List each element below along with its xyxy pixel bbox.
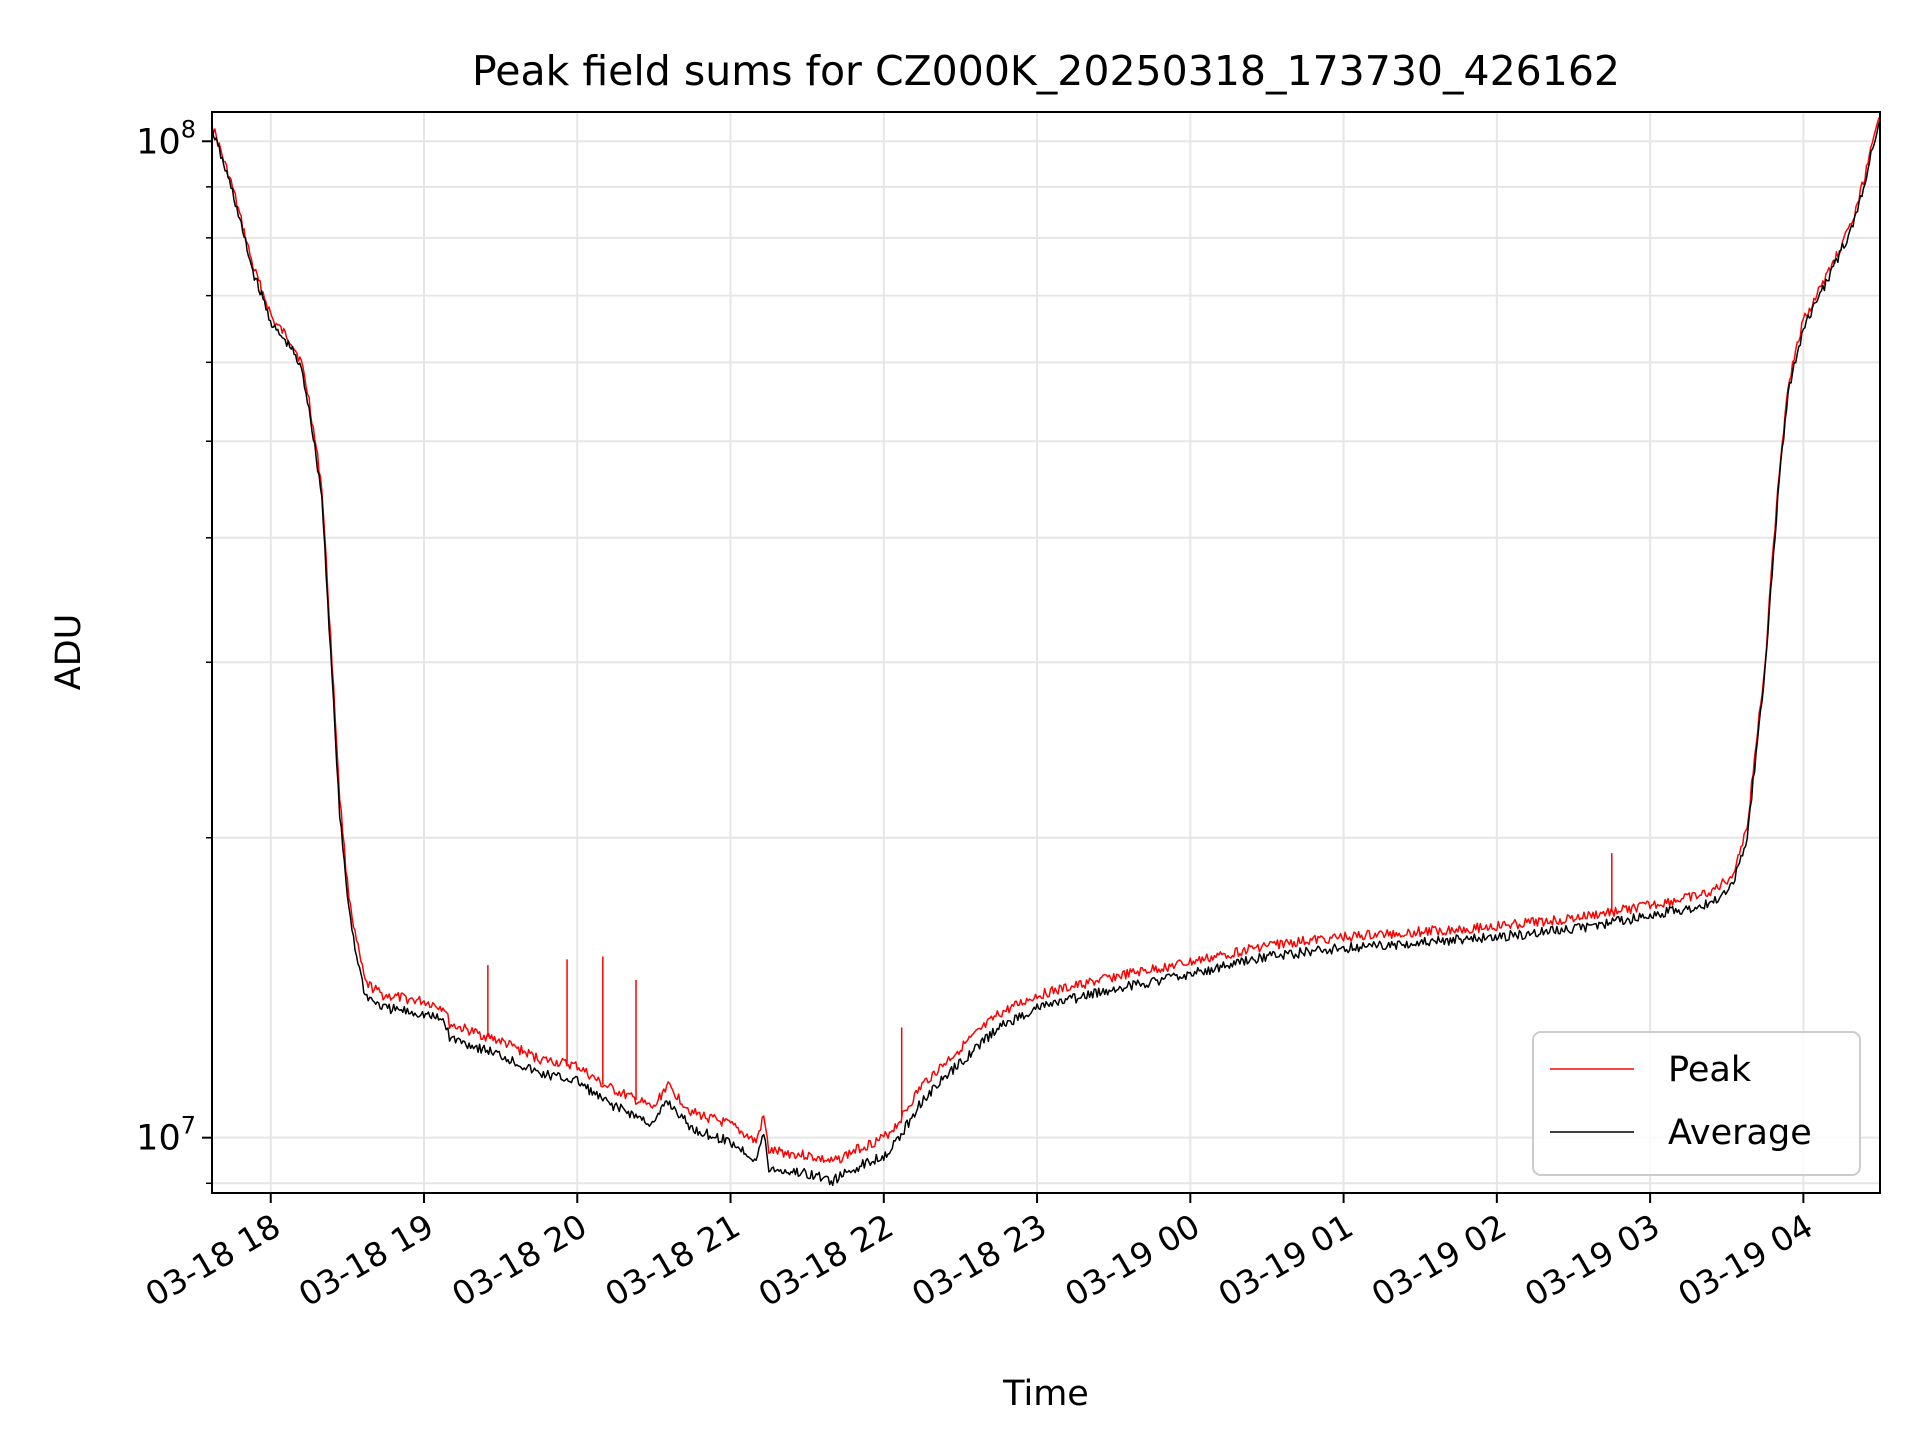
grid [212,112,1880,1193]
legend-label-average: Average [1668,1113,1812,1153]
y-tick-label: 108 [136,115,196,162]
legend-label-peak: Peak [1668,1050,1752,1090]
y-tick-label-base: 10 [136,122,181,162]
y-tick-label-exponent: 7 [181,1112,196,1140]
y-tick-label-base: 10 [136,1119,181,1159]
x-axis-label: Time [1002,1374,1089,1414]
y-tick-label-exponent: 8 [181,115,196,143]
series-line-average [211,119,1881,1187]
y-tick-label: 107 [136,1112,196,1159]
y-axis-label: ADU [49,614,89,691]
chart-title: Peak field sums for CZ000K_20250318_1737… [472,47,1620,95]
series-layer [211,115,1881,1187]
legend: Peak Average [1532,1031,1861,1176]
legend-box [1532,1031,1861,1176]
plot-frame [211,111,1881,1194]
